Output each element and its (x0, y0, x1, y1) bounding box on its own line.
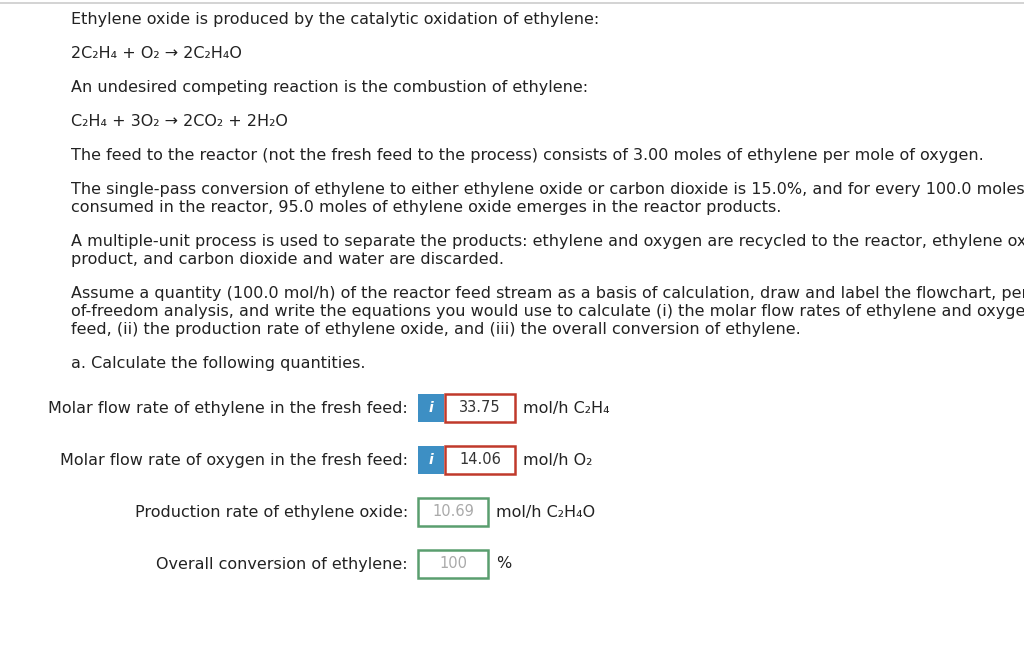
Text: Overall conversion of ethylene:: Overall conversion of ethylene: (157, 557, 408, 572)
FancyBboxPatch shape (418, 446, 444, 474)
Text: feed, (ii) the production rate of ethylene oxide, and (iii) the overall conversi: feed, (ii) the production rate of ethyle… (71, 322, 801, 337)
FancyBboxPatch shape (418, 394, 444, 422)
Text: Molar flow rate of oxygen in the fresh feed:: Molar flow rate of oxygen in the fresh f… (60, 452, 408, 467)
Text: 2C₂H₄ + O₂ → 2C₂H₄O: 2C₂H₄ + O₂ → 2C₂H₄O (71, 46, 242, 61)
Text: mol/h C₂H₄: mol/h C₂H₄ (523, 400, 609, 415)
Text: mol/h O₂: mol/h O₂ (523, 452, 592, 467)
Text: The feed to the reactor (not the fresh feed to the process) consists of 3.00 mol: The feed to the reactor (not the fresh f… (71, 148, 984, 163)
FancyBboxPatch shape (445, 446, 515, 474)
Text: A multiple-unit process is used to separate the products: ethylene and oxygen ar: A multiple-unit process is used to separ… (71, 234, 1024, 249)
Text: mol/h C₂H₄O: mol/h C₂H₄O (496, 505, 595, 520)
Text: %: % (496, 557, 511, 572)
Text: i: i (429, 453, 433, 467)
Text: An undesired competing reaction is the combustion of ethylene:: An undesired competing reaction is the c… (71, 80, 588, 95)
Text: Ethylene oxide is produced by the catalytic oxidation of ethylene:: Ethylene oxide is produced by the cataly… (71, 12, 599, 27)
Text: Assume a quantity (100.0 mol/h) of the reactor feed stream as a basis of calcula: Assume a quantity (100.0 mol/h) of the r… (71, 286, 1024, 301)
FancyBboxPatch shape (418, 550, 488, 578)
Text: of-freedom analysis, and write the equations you would use to calculate (i) the : of-freedom analysis, and write the equat… (71, 304, 1024, 319)
Text: a. Calculate the following quantities.: a. Calculate the following quantities. (71, 356, 366, 371)
FancyBboxPatch shape (418, 498, 488, 526)
Text: 33.75: 33.75 (459, 400, 501, 415)
Text: Production rate of ethylene oxide:: Production rate of ethylene oxide: (135, 505, 408, 520)
Text: product, and carbon dioxide and water are discarded.: product, and carbon dioxide and water ar… (71, 252, 504, 267)
Text: C₂H₄ + 3O₂ → 2CO₂ + 2H₂O: C₂H₄ + 3O₂ → 2CO₂ + 2H₂O (71, 114, 288, 129)
FancyBboxPatch shape (445, 394, 515, 422)
Text: consumed in the reactor, 95.0 moles of ethylene oxide emerges in the reactor pro: consumed in the reactor, 95.0 moles of e… (71, 200, 781, 215)
Text: 14.06: 14.06 (459, 452, 501, 467)
Text: Molar flow rate of ethylene in the fresh feed:: Molar flow rate of ethylene in the fresh… (48, 400, 408, 415)
Text: The single-pass conversion of ethylene to either ethylene oxide or carbon dioxid: The single-pass conversion of ethylene t… (71, 182, 1024, 197)
Text: i: i (429, 401, 433, 415)
Text: 10.69: 10.69 (432, 505, 474, 520)
Text: 100: 100 (439, 557, 467, 572)
